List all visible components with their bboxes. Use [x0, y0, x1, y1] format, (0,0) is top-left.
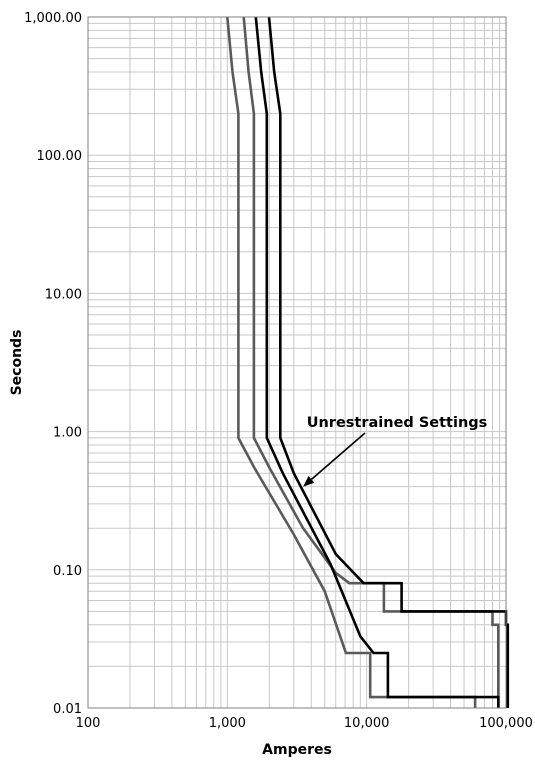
grid	[87, 17, 506, 709]
y-tick-label: 10.00	[45, 287, 82, 302]
y-tick-label: 100.00	[37, 149, 83, 164]
y-tick-label: 0.01	[53, 702, 82, 717]
y-tick-label: 1.00	[53, 426, 82, 441]
x-tick-label: 1,000	[209, 716, 246, 731]
series-curve-2	[242, 16, 500, 708]
y-tick-label: 1,000.00	[24, 11, 82, 26]
x-axis-title: Amperes	[262, 742, 332, 758]
x-tick-label: 10,000	[344, 716, 390, 731]
y-tick-label: 0.10	[53, 564, 82, 579]
series-group	[226, 16, 510, 708]
x-tick-label: 100,000	[479, 716, 533, 731]
annotation-label: Unrestrained Settings	[307, 415, 488, 431]
series-curve-3	[254, 16, 500, 708]
plot-border	[87, 16, 507, 709]
series-curve-4	[267, 16, 510, 708]
annotation-arrow	[310, 432, 366, 480]
tick-labels: 100 1,000 10,000 100,000 0.01 0.10 1.00 10.00 10…	[24, 11, 533, 731]
x-tick-label: 100	[76, 716, 101, 731]
annotation-arrowhead	[303, 475, 315, 487]
series-curve-1	[226, 16, 477, 708]
y-axis-title: Seconds	[9, 330, 25, 396]
